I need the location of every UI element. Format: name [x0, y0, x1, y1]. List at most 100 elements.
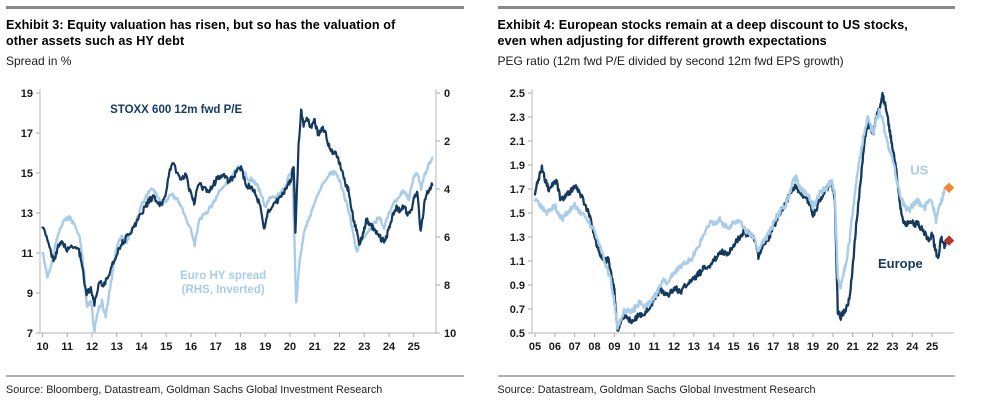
source-divider [6, 375, 464, 378]
svg-text:9: 9 [27, 288, 33, 300]
svg-text:14: 14 [707, 341, 720, 353]
svg-text:23: 23 [358, 341, 370, 353]
svg-text:20: 20 [284, 341, 296, 353]
svg-text:2.3: 2.3 [509, 112, 524, 124]
axes [39, 89, 437, 335]
panel-exhibit-3: Exhibit 3: Equity valuation has risen, b… [0, 0, 492, 396]
svg-text:06: 06 [548, 341, 560, 353]
svg-text:15: 15 [160, 341, 172, 353]
exhibit-4-title: Exhibit 4: European stocks remain at a d… [498, 17, 974, 49]
svg-text:2: 2 [444, 136, 450, 148]
panel-exhibit-4: Exhibit 4: European stocks remain at a d… [492, 0, 983, 396]
svg-text:15: 15 [727, 341, 739, 353]
svg-text:6: 6 [444, 232, 450, 244]
svg-text:07: 07 [568, 341, 580, 353]
svg-text:18: 18 [787, 341, 799, 353]
top-rule [6, 6, 464, 9]
svg-text:11: 11 [21, 248, 33, 260]
exhibit-3-title: Exhibit 3: Equity valuation has risen, b… [6, 17, 482, 49]
svg-text:10: 10 [36, 341, 48, 353]
svg-text:16: 16 [185, 341, 197, 353]
svg-text:2.1: 2.1 [509, 136, 524, 148]
svg-text:0.7: 0.7 [509, 304, 524, 316]
svg-text:11: 11 [61, 341, 73, 353]
us-endpoint-marker [943, 183, 954, 194]
svg-text:22: 22 [333, 341, 345, 353]
exhibit-3-source-note: Source: Bloomberg, Datastream, Goldman S… [6, 384, 383, 397]
svg-text:25: 25 [408, 341, 420, 353]
top-rule [497, 6, 955, 9]
x-axis: 05 06 07 08 09 10 11 12 13 14 15 16 17 18 19 20 21 22 23 24… [528, 333, 938, 353]
svg-text:24: 24 [906, 341, 919, 353]
series-line-europe [533, 92, 947, 333]
svg-text:12: 12 [667, 341, 679, 353]
svg-text:8: 8 [444, 280, 450, 292]
svg-text:16: 16 [747, 341, 759, 353]
exhibit-3-axis-unit-label: Spread in % [6, 54, 72, 69]
svg-text:2.5: 2.5 [509, 88, 524, 100]
svg-text:23: 23 [886, 341, 898, 353]
series-line-us [533, 108, 946, 331]
svg-text:1.5: 1.5 [509, 208, 524, 220]
exhibit-4-source-note: Source: Datastream, Goldman Sachs Global… [497, 384, 816, 397]
svg-text:1.9: 1.9 [509, 160, 524, 172]
svg-text:08: 08 [588, 341, 600, 353]
series-line-euro-hy-spread-rhs-inverted- [41, 157, 434, 334]
svg-text:0: 0 [444, 88, 450, 100]
exhibit-4-title-line-2: even when adjusting for different growth… [497, 34, 827, 49]
svg-text:10: 10 [628, 341, 640, 353]
research-figure: Exhibit 3: Equity valuation has risen, b… [0, 0, 983, 396]
svg-text:14: 14 [135, 341, 148, 353]
hy-spread-vs-pe-chart: 19 17 15 13 11 9 7 0 2 4 6 8 10 10 11 12 13 14 15 16 17 18 19 2… [6, 77, 470, 361]
europe-endpoint-marker [943, 235, 954, 247]
svg-text:13: 13 [111, 341, 123, 353]
exhibit-4-title-line-1: Exhibit 4: European stocks remain at a d… [497, 18, 908, 32]
svg-text:12: 12 [86, 341, 98, 353]
svg-text:22: 22 [866, 341, 878, 353]
series-group [533, 92, 947, 333]
svg-text:05: 05 [528, 341, 540, 353]
svg-text:1.7: 1.7 [509, 184, 524, 196]
y-axis-left: 2.5 2.3 2.1 1.9 1.7 1.5 1.3 1.1 0.9 0.7 0.5 [509, 88, 532, 340]
svg-text:20: 20 [826, 341, 838, 353]
series-group [41, 108, 434, 334]
svg-text:11: 11 [648, 341, 660, 353]
y-axis-right: 0 2 4 6 8 10 [436, 88, 456, 340]
series-label-stoxx-600-12m-fwd-p-e: STOXX 600 12m fwd P/E [110, 104, 242, 116]
svg-text:1.1: 1.1 [509, 256, 524, 268]
series-label-euro-hy-spread: Euro HY spread (RHS, Inverted) [180, 270, 266, 296]
axes [530, 89, 954, 335]
svg-text:4: 4 [444, 184, 451, 196]
svg-text:17: 17 [21, 128, 33, 140]
series-label-europe: Europe [877, 257, 922, 272]
svg-text:17: 17 [767, 341, 779, 353]
svg-text:18: 18 [234, 341, 246, 353]
y-axis-left: 19 17 15 13 11 9 7 [21, 88, 40, 340]
svg-text:19: 19 [806, 341, 818, 353]
svg-text:19: 19 [21, 88, 33, 100]
peg-ratio-chart-svg: 2.52.32.11.91.71.51.31.10.90.70.505 06 07 0… [509, 88, 954, 353]
svg-text:24: 24 [383, 341, 396, 353]
series-line-stoxx-600-12m-fwd-p-e [41, 108, 434, 308]
svg-text:13: 13 [687, 341, 699, 353]
svg-text:13: 13 [21, 208, 33, 220]
x-axis: 10 11 12 13 14 15 16 17 18 19 20 21 22 23 24 25 [36, 333, 420, 353]
svg-text:25: 25 [926, 341, 938, 353]
svg-text:15: 15 [21, 168, 33, 180]
series-label-us: US [910, 163, 928, 178]
svg-text:21: 21 [309, 341, 321, 353]
svg-text:21: 21 [846, 341, 858, 353]
svg-text:09: 09 [608, 341, 620, 353]
exhibit-4-axis-unit-label: PEG ratio (12m fwd P/E divided by second… [497, 54, 844, 69]
svg-text:19: 19 [259, 341, 271, 353]
svg-text:17: 17 [210, 341, 222, 353]
svg-text:10: 10 [444, 328, 456, 340]
peg-ratio-chart: 2.5 2.3 2.1 1.9 1.7 1.5 1.3 1.1 0.9 0.7 0.5 05 06 07 0… [498, 77, 962, 361]
exhibit-3-title-line-2: other assets such as HY debt [6, 34, 185, 49]
svg-text:0.5: 0.5 [509, 328, 524, 340]
svg-text:0.9: 0.9 [509, 280, 524, 292]
source-divider [497, 375, 955, 378]
svg-text:1.3: 1.3 [509, 232, 524, 244]
exhibit-3-title-line-1: Exhibit 3: Equity valuation has risen, b… [6, 18, 396, 32]
